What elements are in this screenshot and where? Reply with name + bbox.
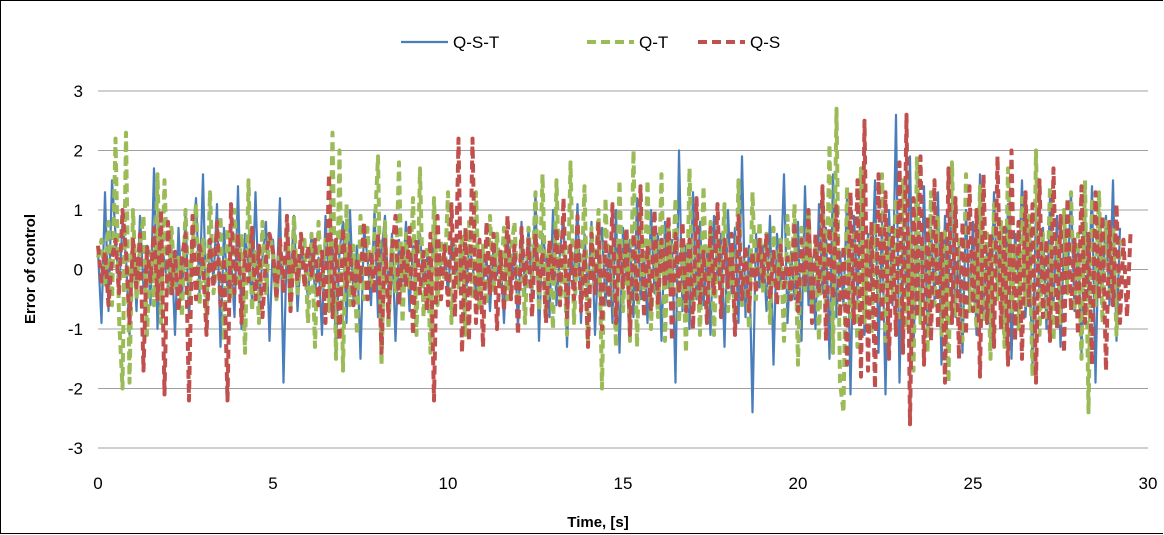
y-tick-label: -2 bbox=[68, 380, 83, 399]
y-tick-label: 2 bbox=[74, 142, 83, 161]
y-axis-tick-labels: 3 2 1 0 -1 -2 -3 bbox=[68, 82, 83, 458]
y-tick-label: 3 bbox=[74, 82, 83, 101]
y-tick-label: 0 bbox=[74, 261, 83, 280]
x-tick-label: 15 bbox=[614, 474, 633, 493]
x-tick-label: 10 bbox=[439, 474, 458, 493]
series-line-q-s bbox=[96, 112, 1133, 427]
x-tick-label: 0 bbox=[93, 474, 102, 493]
legend-label-q-t: Q-T bbox=[639, 33, 668, 52]
legend-label-q-s: Q-S bbox=[750, 33, 780, 52]
x-tick-label: 20 bbox=[789, 474, 808, 493]
x-tick-label: 5 bbox=[268, 474, 277, 493]
y-tick-label: 1 bbox=[74, 201, 83, 220]
x-axis-tick-labels: 0 5 10 15 20 25 30 bbox=[93, 474, 1157, 493]
chart-legend: Q-S-T Q-T Q-S bbox=[401, 33, 780, 52]
plot-area bbox=[96, 106, 1133, 427]
y-tick-label: -3 bbox=[68, 439, 83, 458]
x-tick-label: 30 bbox=[1139, 474, 1158, 493]
x-axis-title: Time, [s] bbox=[567, 514, 628, 531]
x-tick-label: 25 bbox=[964, 474, 983, 493]
y-tick-label: -1 bbox=[68, 320, 83, 339]
legend-label-q-s-t: Q-S-T bbox=[453, 33, 499, 52]
y-axis-title: Error of control bbox=[22, 214, 39, 324]
